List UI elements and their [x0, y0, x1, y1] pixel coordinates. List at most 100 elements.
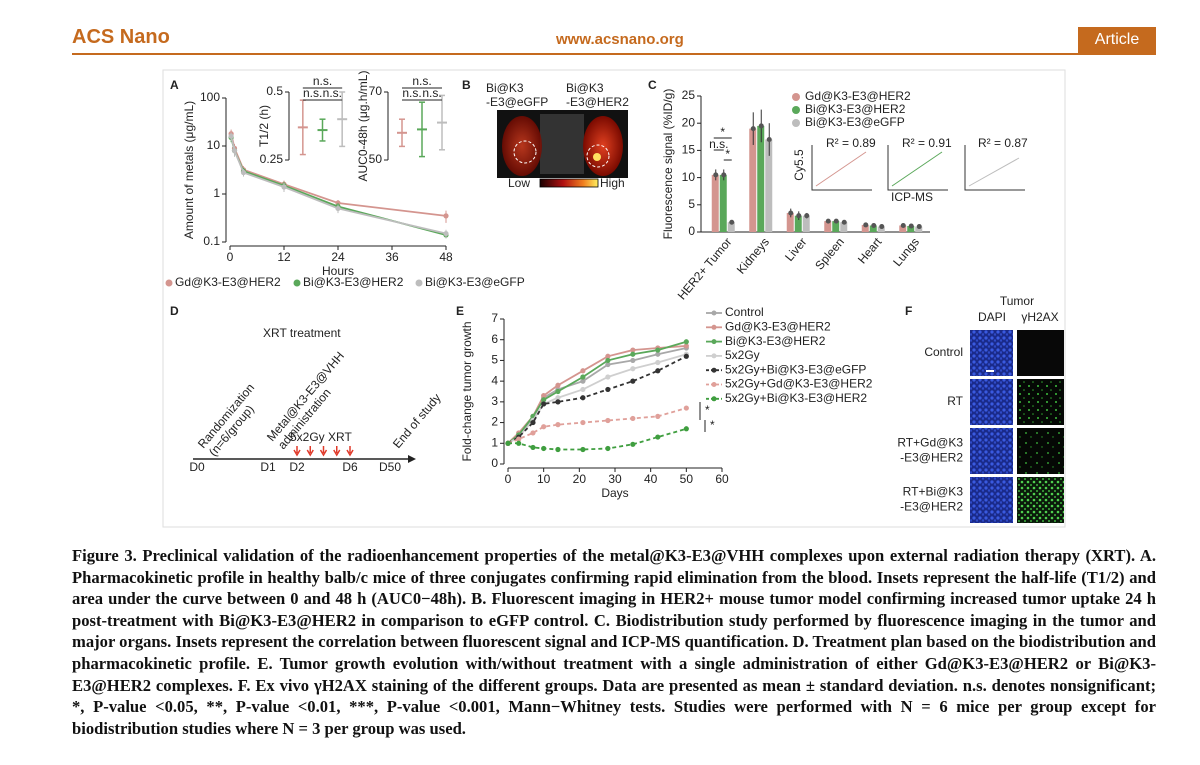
data-point [655, 434, 661, 440]
dose-arrow [306, 446, 314, 457]
significance-label: n.s. [323, 86, 342, 100]
legend-marker [293, 279, 301, 287]
significance-label: * [705, 403, 710, 417]
x-tick-label: 60 [715, 472, 729, 486]
significance-label: n.s. [313, 74, 332, 88]
legend-label: Bi@K3-E3@HER2 [805, 102, 906, 116]
y-tick-label: 70 [369, 84, 383, 98]
legend-marker [711, 382, 717, 387]
x-tick-label: 30 [608, 472, 622, 486]
legend-label: 5x2Gy+Gd@K3-E3@HER2 [725, 377, 873, 391]
y-axis-label: Amount of metals (μg/mL) [182, 101, 196, 239]
legend-marker [415, 279, 423, 287]
significance-label: * [720, 125, 725, 139]
x-tick-label: 24 [331, 250, 345, 264]
y-tick-label: 4 [491, 373, 498, 387]
bar [765, 139, 773, 232]
data-point [605, 357, 611, 364]
tumor-hotspot [593, 153, 601, 161]
data-point [683, 343, 689, 349]
mouse-left [502, 116, 542, 176]
legend-label: Gd@K3-E3@HER2 [725, 319, 831, 333]
data-point [605, 353, 611, 359]
data-point [630, 441, 636, 447]
data-point [541, 393, 547, 399]
data-point [580, 368, 586, 374]
data-point [231, 148, 238, 154]
y-tick-label: 2 [491, 415, 498, 429]
legend-label: Gd@K3-E3@HER2 [175, 275, 281, 289]
bar [915, 226, 923, 232]
data-point [530, 444, 536, 451]
significance-label: n.s. [402, 86, 421, 100]
data-point [580, 378, 586, 384]
data-point [788, 210, 794, 216]
section-tag: Article [1078, 27, 1156, 53]
data-point [605, 445, 611, 452]
image-label: -E3@HER2 [566, 95, 629, 109]
data-point [335, 205, 341, 212]
micrograph [1017, 477, 1064, 523]
timeline-day: D2 [289, 460, 305, 474]
data-point [900, 222, 906, 228]
y-tick-label: 15 [682, 143, 696, 157]
panel-letter: D [170, 304, 179, 318]
data-point [630, 347, 636, 353]
column-label: γH2AX [1021, 310, 1058, 324]
y-tick-label: 6 [491, 332, 498, 346]
y-tick-label: 0.25 [260, 152, 284, 166]
data-point [655, 347, 661, 353]
dose-arrow [333, 446, 341, 457]
data-point [683, 339, 689, 345]
data-point [555, 395, 561, 401]
data-point [580, 395, 586, 401]
bar [757, 125, 765, 232]
bar [899, 225, 907, 232]
data-point [721, 172, 727, 178]
trend-line [815, 151, 867, 187]
data-point [833, 218, 839, 224]
micrograph [1017, 379, 1064, 425]
panel-letter: E [456, 304, 464, 318]
trend-line [968, 157, 1020, 187]
bar [749, 128, 757, 232]
treatment-label: 5x2Gy XRT [290, 430, 352, 444]
legend-label: 5x2Gy [725, 348, 760, 362]
image-label: Bi@K3 [566, 81, 604, 95]
legend-marker [711, 310, 717, 316]
y-tick-label: 10 [207, 138, 221, 152]
column-label: DAPI [978, 310, 1006, 324]
legend-marker [792, 106, 800, 114]
bar [869, 225, 877, 232]
x-tick-label: 40 [644, 472, 658, 486]
data-point [555, 422, 561, 428]
data-point [863, 222, 869, 228]
y-axis-label: T1/2 (h) [257, 105, 271, 147]
timeline-day: D6 [342, 460, 358, 474]
data-point [580, 446, 586, 453]
legend-marker [711, 339, 717, 345]
tumor-circle [586, 144, 610, 168]
correlation-label: R² = 0.89 [826, 136, 876, 150]
data-point [655, 413, 661, 419]
bar [824, 221, 832, 232]
bar [794, 215, 802, 232]
significance-label: * [725, 147, 730, 161]
data-point [516, 440, 522, 446]
scale-label: High [600, 176, 625, 190]
row-label: RT+Bi@K3 [903, 485, 964, 499]
tumor-circle [513, 140, 537, 164]
x-tick-label: 48 [439, 250, 453, 264]
x-tick-label: 10 [537, 472, 551, 486]
timeline-day: D0 [189, 460, 205, 474]
data-point [555, 446, 561, 453]
legend-label: Bi@K3-E3@eGFP [425, 275, 525, 289]
data-point [655, 351, 661, 357]
data-point [541, 397, 547, 403]
data-point [655, 359, 661, 366]
y-tick-label: 7 [491, 311, 498, 325]
data-point [630, 366, 636, 372]
y-tick-label: 3 [491, 394, 498, 408]
micrograph [970, 330, 1013, 376]
